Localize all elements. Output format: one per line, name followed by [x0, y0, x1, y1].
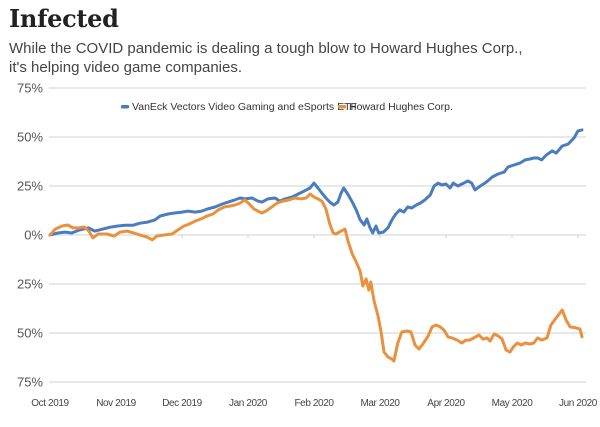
x-tick-label: May 2020 — [492, 398, 534, 409]
legend-swatch-howard-hughes — [338, 105, 346, 109]
subtitle-line-2: it's helping video game companies. — [9, 59, 242, 76]
x-tick-label: Mar 2020 — [360, 398, 400, 409]
y-tick-label: 75% — [17, 81, 43, 96]
series-line-vaneck-etf — [48, 128, 584, 237]
y-axis: 75% 50% 25% 0% 25% 50% 75% — [17, 81, 43, 390]
y-tick-label: 0% — [24, 228, 43, 243]
series-line-howard-hughes — [48, 192, 584, 363]
gridlines — [49, 87, 586, 383]
y-tick-label: 75% — [17, 375, 43, 390]
y-tick-label: 50% — [17, 326, 43, 341]
legend: VanEck Vectors Video Gaming and eSports … — [121, 101, 453, 113]
x-tick-label: Dec 2019 — [162, 398, 202, 409]
y-tick-label: 50% — [17, 130, 43, 145]
legend-swatch-vaneck-etf — [121, 105, 129, 109]
legend-label-vaneck-etf: VanEck Vectors Video Gaming and eSports … — [132, 101, 357, 113]
y-tick-label: 25% — [17, 277, 43, 292]
series-lines — [48, 128, 584, 363]
legend-label-howard-hughes: Howard Hughes Corp. — [349, 101, 453, 113]
x-axis: Oct 2019 Nov 2019 Dec 2019 Jan 2020 Feb 2020… — [31, 235, 598, 409]
x-tick-label: Oct 2019 — [31, 398, 69, 409]
x-tick-label: Apr 2020 — [427, 398, 465, 409]
x-tick-label: Feb 2020 — [294, 398, 334, 409]
x-tick-label: Nov 2019 — [96, 398, 136, 409]
x-tick-label: Jan 2020 — [229, 398, 268, 409]
x-tick-label: Jun 2020 — [559, 398, 598, 409]
chart-title: Infected — [9, 4, 119, 33]
chart-subtitle: While the COVID pandemic is dealing a to… — [9, 39, 589, 77]
subtitle-line-1: While the COVID pandemic is dealing a to… — [9, 40, 523, 57]
y-tick-label: 25% — [17, 179, 43, 194]
